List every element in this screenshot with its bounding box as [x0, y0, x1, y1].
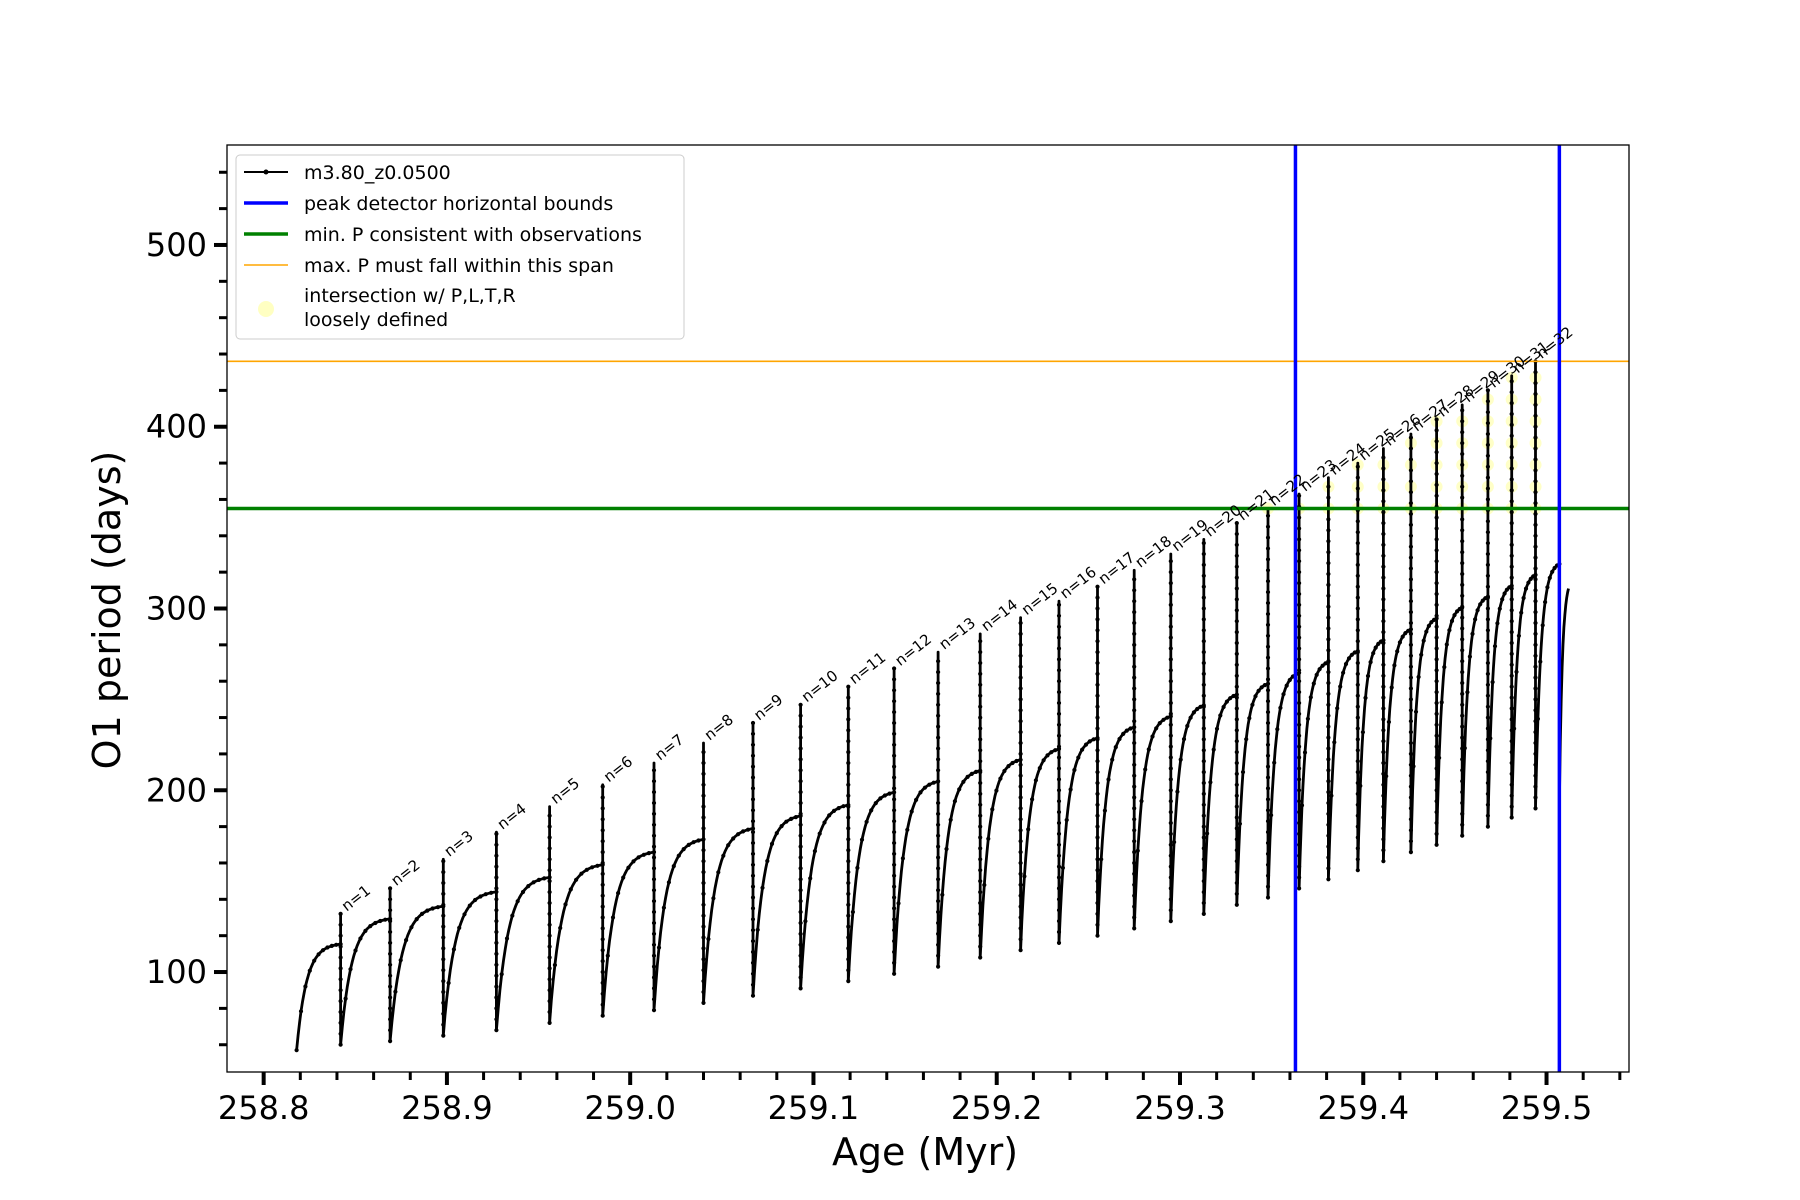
series-layer	[294, 359, 1570, 1053]
y-tick-label: 500	[146, 226, 207, 264]
x-axis-title: Age (Myr)	[832, 1130, 1018, 1174]
legend-label-series: m3.80_z0.0500	[304, 162, 451, 184]
x-tick-label: 259.4	[1317, 1089, 1409, 1127]
reference-lines-layer	[227, 145, 1629, 1072]
y-tick-label: 400	[146, 408, 207, 446]
x-tick-label: 259.5	[1501, 1089, 1593, 1127]
x-axis-ticks: 258.8 258.9 259.0 259.1 259.2 259.3 259.4 259.5	[218, 1072, 1622, 1127]
x-tick-label: 259.3	[1134, 1089, 1226, 1127]
x-tick-label: 259.2	[951, 1089, 1043, 1127]
y-tick-label: 200	[146, 771, 207, 809]
y-tick-label: 300	[146, 590, 207, 628]
x-tick-label: 259.0	[584, 1089, 676, 1127]
legend-frame	[235, 154, 685, 340]
y-tick-label: 100	[146, 953, 207, 991]
legend-label-min-p: min. P consistent with observations	[304, 224, 642, 246]
legend: m3.80_z0.0500 peak detector horizontal b…	[235, 154, 685, 340]
legend-label-intersection-line2: loosely defined	[304, 309, 448, 331]
x-tick-label: 258.8	[218, 1089, 310, 1127]
y-axis-ticks: 100 200 300 400 500	[146, 170, 227, 1047]
legend-label-max-p: max. P must fall within this span	[304, 255, 614, 277]
series-markers	[294, 359, 1562, 1053]
legend-label-bounds: peak detector horizontal bounds	[304, 193, 613, 215]
legend-swatch-intersection	[258, 301, 274, 317]
y-axis-title: O1 period (days)	[85, 451, 129, 770]
legend-swatch-series-marker	[263, 169, 269, 175]
x-tick-label: 258.9	[401, 1089, 493, 1127]
x-tick-label: 259.1	[768, 1089, 860, 1127]
legend-label-intersection: intersection w/ P,L,T,R	[304, 285, 516, 307]
